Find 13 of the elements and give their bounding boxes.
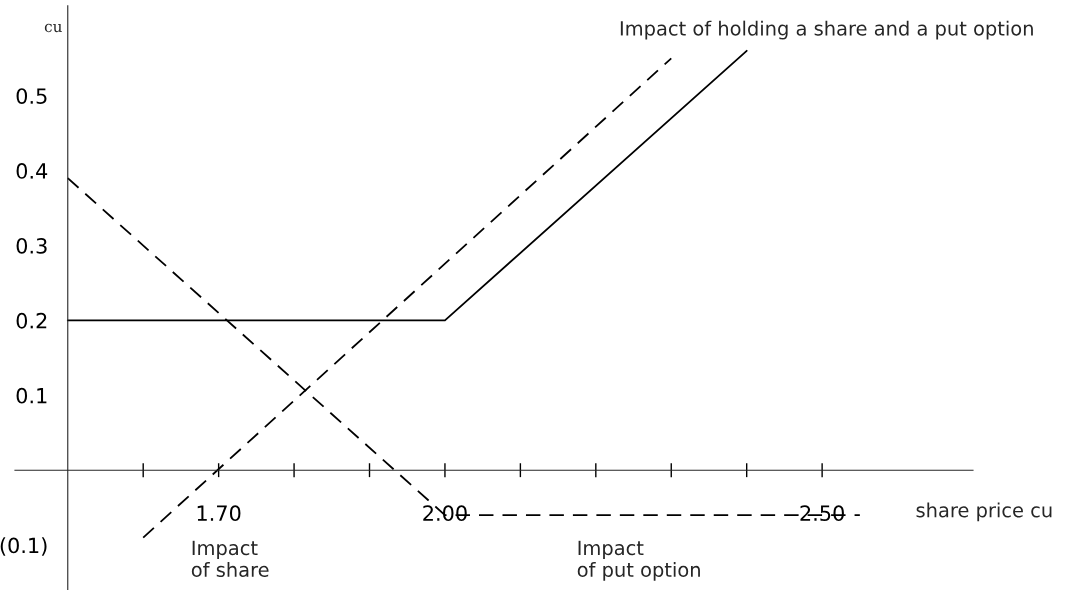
x-tick-label: 1.70 [197, 505, 241, 522]
y-tick-label: 0.1 [16, 387, 47, 404]
annotation: Impact of holding a share and a put option [620, 20, 1033, 40]
y-axis-title: cu [44, 23, 62, 33]
y-tick-label: 0.5 [16, 88, 47, 104]
annotation: Impact of share [191, 540, 269, 578]
y-tick-label: 0.3 [16, 237, 47, 254]
y-tick-label: (0.1) [0, 537, 47, 556]
y-tick-label: 0.2 [16, 312, 47, 329]
x-axis-title: share price cu [916, 502, 1052, 522]
x-tick-label: 2.00 [423, 505, 467, 522]
y-tick-label: 0.4 [16, 163, 48, 179]
annotation: Impact of put option [577, 540, 700, 581]
